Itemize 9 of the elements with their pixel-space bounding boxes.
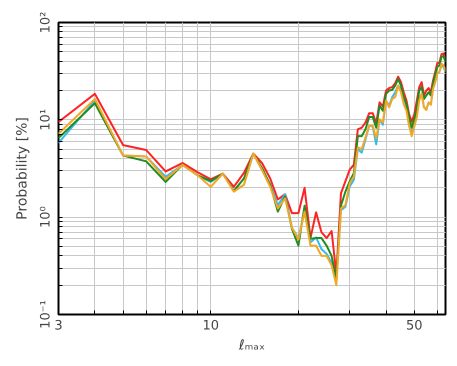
x-axis-title: ℓₘₐₓ [238,338,266,354]
x-tick-label: 50 [406,318,423,334]
y-tick-label: 10⁻¹ [38,300,54,329]
y-tick-label: 10¹ [38,108,54,131]
y-tick-label: 10⁰ [38,206,54,228]
x-tick-label: 3 [54,318,63,334]
x-tick-label: 10 [202,318,220,334]
y-tick-label: 10² [38,12,54,34]
y-axis-title: Probability [%] [14,117,30,220]
